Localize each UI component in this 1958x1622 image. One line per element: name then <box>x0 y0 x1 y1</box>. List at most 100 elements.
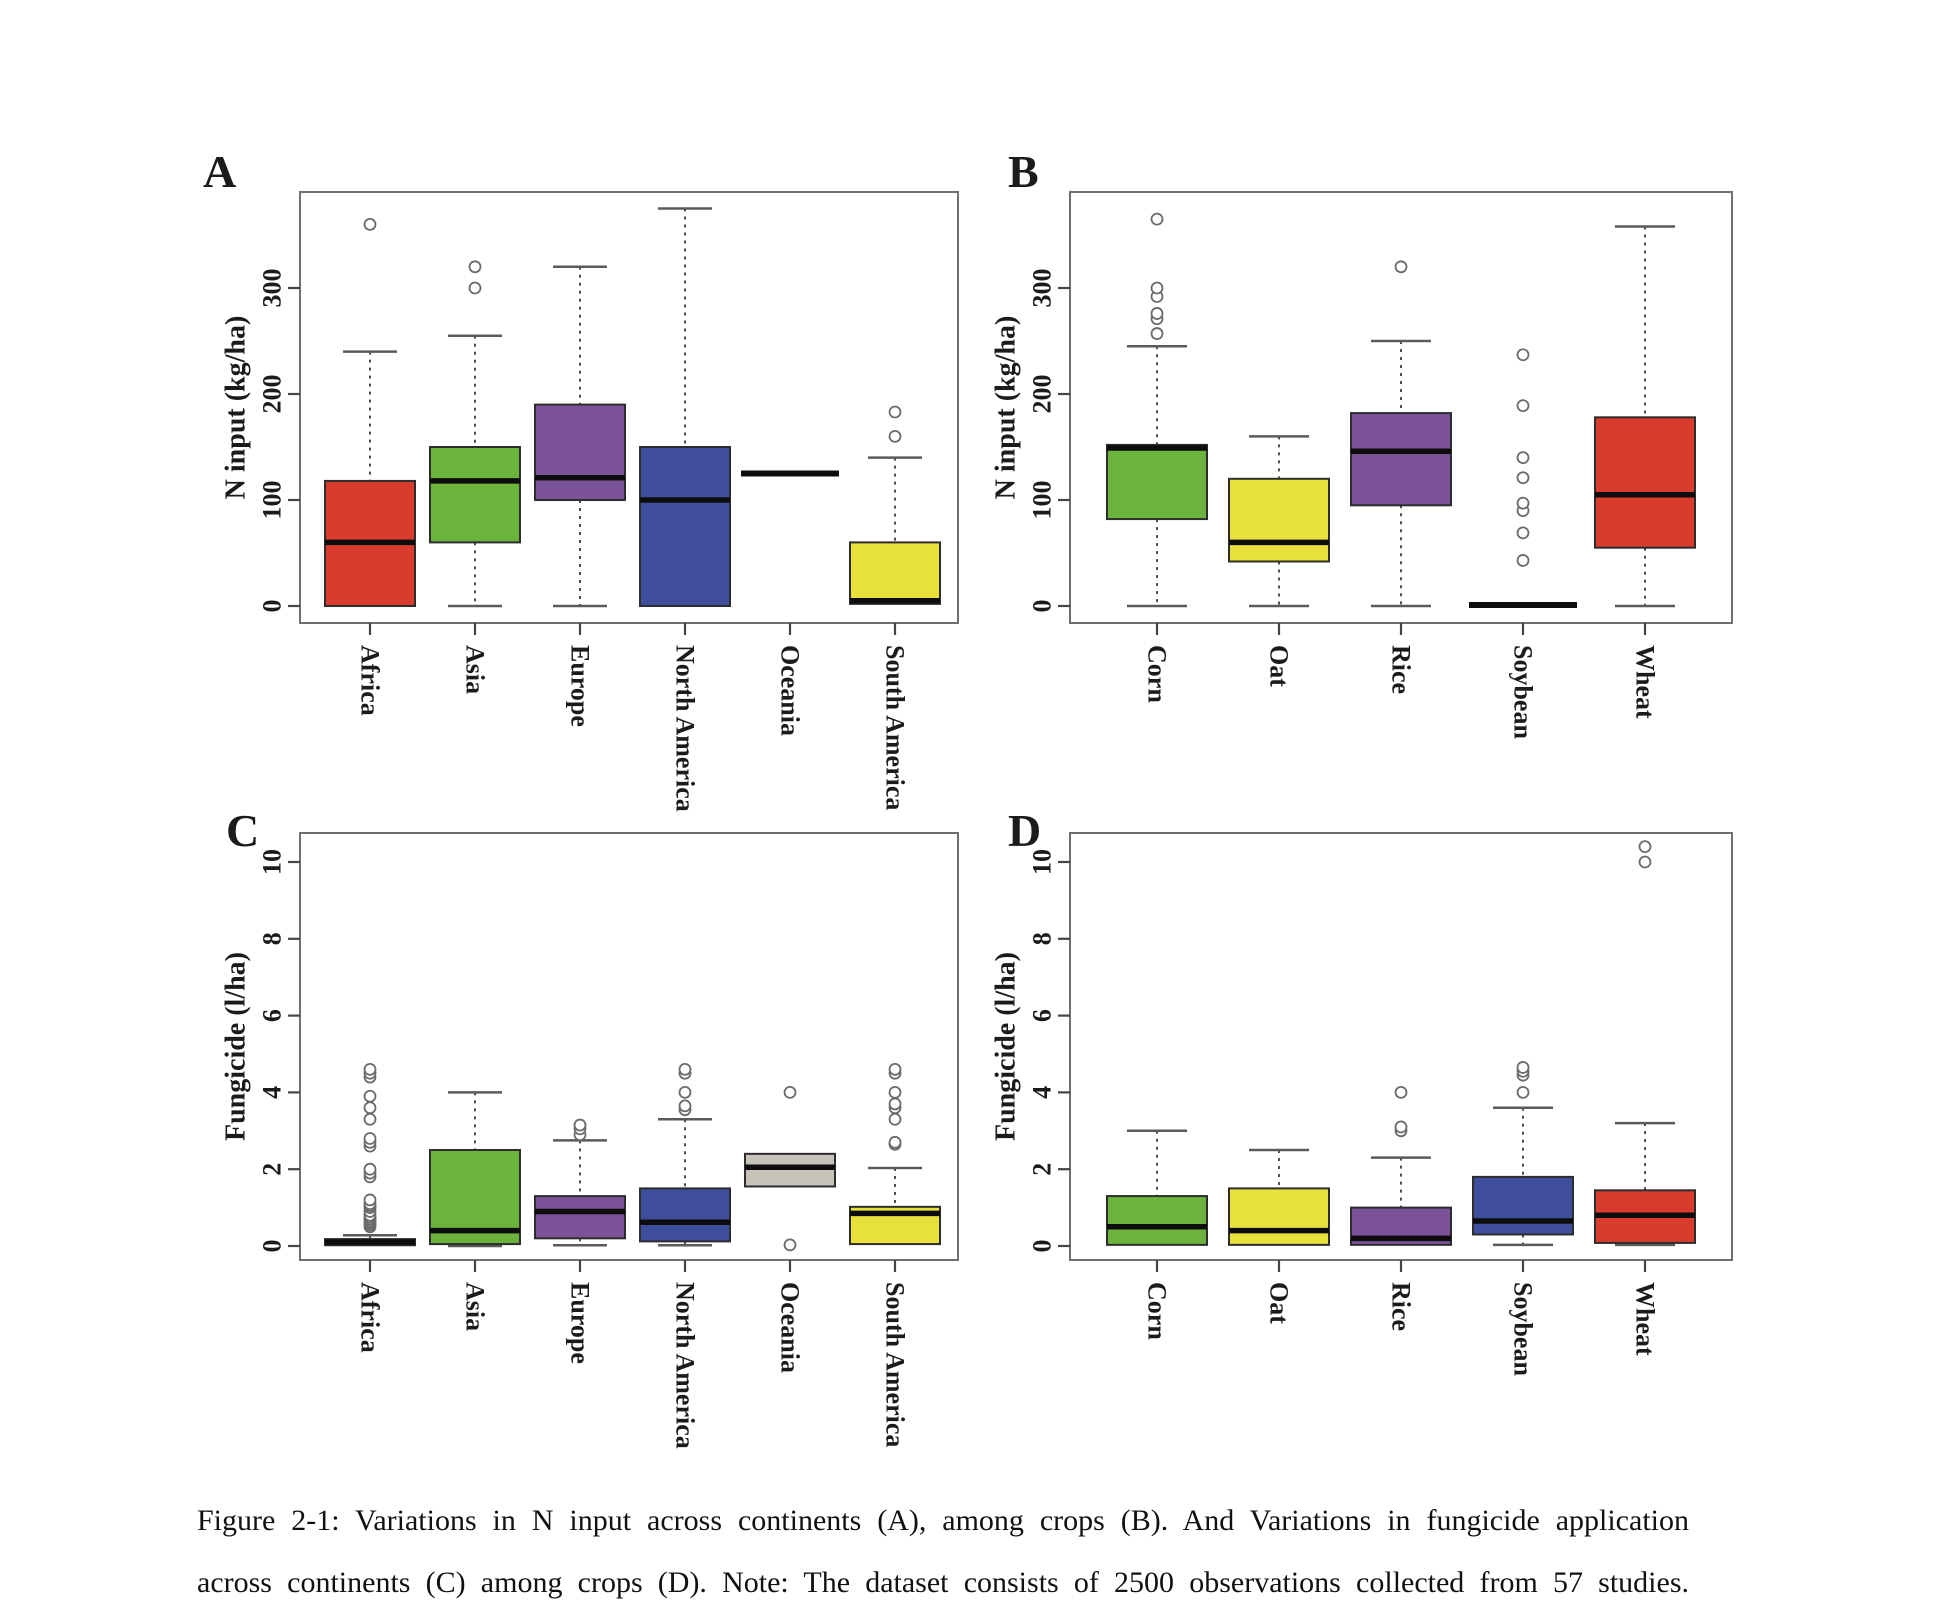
y-axis-tick-label: 0 <box>258 600 287 613</box>
outlier-point <box>888 429 902 443</box>
x-category-label: Africa <box>356 645 385 716</box>
x-category-label: Asia <box>461 1282 490 1331</box>
x-category-label: Wheat <box>1631 1282 1660 1356</box>
iqr-box <box>534 1195 626 1240</box>
outlier-point <box>678 1062 692 1076</box>
panel-letter-c: C <box>226 805 259 856</box>
x-category-label: Asia <box>461 645 490 694</box>
y-axis-tick-label: 0 <box>1028 600 1057 613</box>
box-oceania <box>744 1086 836 1252</box>
outlier-point <box>363 1062 377 1076</box>
outlier-point <box>1394 1120 1408 1134</box>
outlier-point <box>363 1089 377 1103</box>
outlier-point <box>1516 496 1530 510</box>
outlier-point <box>678 1086 692 1099</box>
y-axis-tick-label: 8 <box>258 932 287 945</box>
y-axis-tick-label: 2 <box>1028 1163 1057 1176</box>
box-rice <box>1350 260 1452 608</box>
outlier-point <box>363 1132 377 1145</box>
y-axis-tick-label: 4 <box>258 1086 287 1099</box>
panel-c: C 0 2 4 6 8 10 Fungicide (l/ha) Africa Asia Europe… <box>221 805 959 1449</box>
y-axis-tick-label: 2 <box>258 1163 287 1176</box>
outlier-point <box>888 1112 902 1126</box>
outlier-point <box>363 1162 377 1176</box>
caption-line-2: across continents (C) among crops (D). N… <box>197 1566 1689 1599</box>
x-category-label: Soybean <box>1509 1282 1538 1376</box>
iqr-box <box>639 446 731 607</box>
iqr-box <box>1106 1195 1208 1246</box>
outlier-point <box>888 1062 902 1076</box>
outlier-point <box>573 1118 587 1132</box>
outlier-point <box>888 405 902 419</box>
box-south-america <box>849 405 941 605</box>
y-axis-title: Fungicide (l/ha) <box>991 952 1022 1141</box>
outlier-point <box>888 1097 902 1111</box>
iqr-box <box>849 541 941 605</box>
outlier-point <box>1516 1086 1530 1099</box>
x-category-label: Corn <box>1143 1282 1172 1340</box>
x-category-label: South America <box>881 645 910 810</box>
outlier-point <box>1516 471 1530 485</box>
box-europe <box>534 265 626 608</box>
box-wheat <box>1594 225 1696 608</box>
y-axis-title: Fungicide (l/ha) <box>221 952 252 1141</box>
outlier-point <box>1150 327 1164 340</box>
x-category-label: North America <box>671 645 700 812</box>
x-category-label: Oceania <box>776 1282 805 1373</box>
x-category-label: South America <box>881 1282 910 1447</box>
figure-caption: Figure 2-1: Variations in N input across… <box>197 1490 1689 1614</box>
box-soybean <box>1472 1061 1574 1247</box>
box-south-america <box>849 1062 941 1246</box>
iqr-box <box>429 446 521 544</box>
y-axis-tick-label: 200 <box>1028 375 1057 414</box>
box-north-america <box>639 1062 731 1247</box>
outlier-point <box>1150 281 1164 295</box>
y-axis-tick-label: 10 <box>258 849 287 875</box>
y-axis-title: N input (kg/ha) <box>221 316 252 500</box>
plot-frame <box>299 832 959 1261</box>
iqr-box <box>639 1187 731 1243</box>
outlier-point <box>363 1193 377 1207</box>
plot-frame <box>299 191 959 624</box>
outlier-point <box>363 1112 377 1126</box>
box-asia <box>429 1091 521 1248</box>
y-axis-tick-label: 100 <box>258 481 287 520</box>
x-category-label: North America <box>671 1282 700 1449</box>
outlier-point <box>1516 554 1530 567</box>
box-africa <box>324 217 416 608</box>
panel-letter-d: D <box>1008 805 1041 856</box>
panel-letter-a: A <box>203 146 236 197</box>
box-wheat <box>1594 840 1696 1247</box>
outlier-point <box>1150 212 1164 226</box>
outlier-point <box>468 281 482 295</box>
iqr-box <box>1228 477 1330 563</box>
iqr-box <box>1228 1187 1330 1246</box>
iqr-box <box>1106 443 1208 521</box>
outlier-point <box>678 1099 692 1113</box>
outlier-point <box>888 1135 902 1149</box>
outlier-point <box>1516 399 1530 413</box>
box-asia <box>429 260 521 608</box>
iqr-box <box>744 1152 836 1188</box>
y-axis-tick-label: 100 <box>1028 481 1057 520</box>
y-axis-tick-label: 6 <box>258 1009 287 1022</box>
x-category-label: Oceania <box>776 645 805 736</box>
box-rice <box>1350 1086 1452 1246</box>
outlier-point <box>468 260 482 274</box>
x-category-label: Europe <box>566 1282 595 1364</box>
box-europe <box>534 1118 626 1247</box>
outlier-point <box>1516 526 1530 540</box>
x-category-label: Oat <box>1265 1282 1294 1324</box>
outlier-point <box>888 1086 902 1099</box>
x-category-label: Europe <box>566 645 595 727</box>
y-axis-tick-label: 300 <box>1028 269 1057 308</box>
outlier-point <box>1394 260 1408 274</box>
y-axis-title: N input (kg/ha) <box>991 316 1022 500</box>
y-axis-tick-label: 0 <box>258 1240 287 1253</box>
x-category-label: Oat <box>1265 645 1294 687</box>
outlier-point <box>1394 1086 1408 1099</box>
